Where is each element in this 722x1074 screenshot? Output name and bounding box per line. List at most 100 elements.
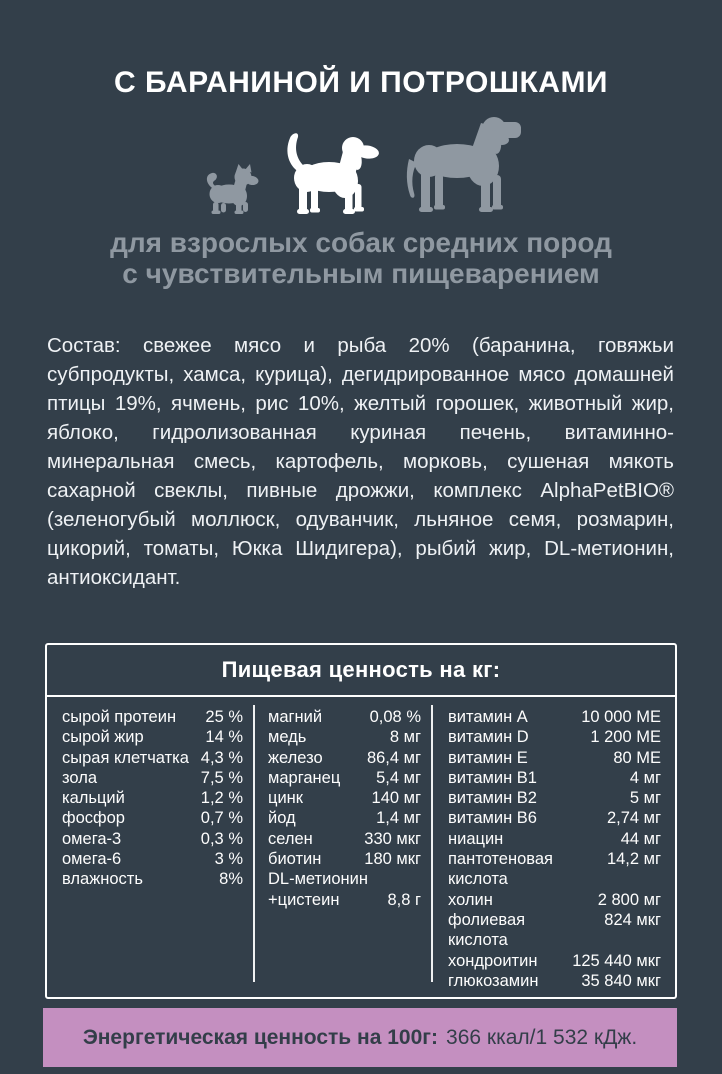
nutrient-row: цинк 140 мг [268,788,421,808]
large-dog-icon [406,117,521,212]
subtitle-line-1: для взрослых собак средних пород [110,227,612,258]
nutrient-value: 5,4 мг [376,768,421,787]
subtitle-line-2: с чувствительным пищеварением [122,258,600,289]
nutrient-value: 8 мг [389,728,421,747]
nutrient-row: биотин 180 мкг [268,849,421,869]
nutrient-label: витамин E [448,748,528,767]
nutrient-row: DL-метионин [268,869,421,889]
nutrient-label: фосфор [62,809,125,828]
dog-size-icons [0,113,722,215]
nutrient-value: 3 % [214,850,243,869]
nutrient-row: селен 330 мкг [268,829,421,849]
nutrient-value: 0,7 % [200,809,243,828]
nutrient-label: железо [268,748,323,767]
nutrient-value: 7,5 % [200,768,243,787]
nutrient-label: медь [268,728,307,747]
nutrient-row: пантотеновая 14,2 мг [448,849,661,869]
nutrient-row: витамин B2 5 мг [448,788,661,808]
nutrient-label: холин [448,890,493,909]
nutrient-value: 140 мг [371,789,421,808]
nutrient-label: биотин [268,850,322,869]
nutrient-row: влажность 8% [62,869,243,889]
nutrient-label: сырой жир [62,728,144,747]
nutrient-label: влажность [62,870,143,889]
nutrient-row: +цистеин 8,8 г [268,890,421,910]
nutrient-label: омега-6 [62,850,122,869]
nutrient-label: хондроитин [448,951,538,970]
nutrient-row: сырой протеин 25 % [62,707,243,727]
nutrient-row: глюкозамин 35 840 мкг [448,971,661,991]
nutrient-label: кальций [62,789,125,808]
nutrient-value: 86,4 мг [366,748,421,767]
nutrient-row: ниацин 44 мг [448,829,661,849]
nutrient-row: кальций 1,2 % [62,788,243,808]
nutrient-value: 4,3 % [200,748,243,767]
nutrient-value: 5 мг [629,789,661,808]
nutrient-value: 330 мкг [364,829,421,848]
nutrient-row: железо 86,4 мг [268,748,421,768]
nutrient-value: 25 % [205,708,243,726]
nutrient-label: сырой протеин [62,708,177,726]
nutrient-value: 0,08 % [369,708,421,726]
nutrient-label: DL-метионин [268,870,368,889]
nutrient-row: витамин B6 2,74 мг [448,808,661,828]
nutrient-value: 4 мг [629,768,661,787]
product-flavor-title: С БАРАНИНОЙ И ПОТРОШКАМИ [114,66,608,99]
nutrient-label: цинк [268,789,303,808]
nutrient-value: 2,74 мг [606,809,661,828]
nutrient-row: сырая клетчатка 4,3 % [62,748,243,768]
nutrient-label: зола [62,768,97,787]
nutrient-row: медь 8 мг [268,727,421,747]
nutrient-value: 2 800 мг [597,890,661,909]
nutrient-value: 8% [219,870,243,889]
nutrient-label: витамин D [448,728,529,747]
nutrient-row: кислота [448,869,661,889]
nutrient-value: 0,3 % [200,829,243,848]
nutrient-row: сырой жир 14 % [62,727,243,747]
nutrient-row: хондроитин 125 440 мкг [448,951,661,971]
nutrient-value: 125 440 мкг [572,951,661,970]
nutrient-value: 44 мг [620,829,661,848]
nutrient-row: витамин D 1 200 МЕ [448,727,661,747]
energy-value-bar: Энергетическая ценность на 100г: 366 ккал… [43,1008,677,1067]
nutrient-label: глюкозамин [448,971,539,990]
nutrient-label: +цистеин [268,890,340,909]
nutrient-value: 8,8 г [387,890,421,909]
nutrient-value: 10 000 МЕ [581,708,661,726]
nutrient-row: йод 1,4 мг [268,808,421,828]
nutrient-row: зола 7,5 % [62,768,243,788]
nutrition-facts-box: Пищевая ценность на кг: сырой протеин 25 … [45,643,677,999]
nutrient-value: 14 % [205,728,243,747]
nutrient-label: омега-3 [62,829,122,848]
nutrient-label: витамин B1 [448,768,537,787]
nutrient-label: кислота [448,931,508,950]
nutrient-row: фосфор 0,7 % [62,808,243,828]
nutrient-row: витамин A 10 000 МЕ [448,707,661,727]
nutrient-row: витамин E 80 МЕ [448,748,661,768]
nutrition-column-analysis: сырой протеин 25 % сырой жир 14 % сырая клет… [47,705,255,982]
nutrient-value: 80 МЕ [613,748,661,767]
nutrient-value: 1 200 МЕ [590,728,661,747]
nutrient-row: витамин B1 4 мг [448,768,661,788]
nutrient-label: йод [268,809,296,828]
nutrient-row: магний 0,08 % [268,707,421,727]
composition-text: Состав: свежее мясо и рыба 20% (баранина… [47,334,674,589]
nutrient-value: 180 мкг [364,850,421,869]
nutrient-value: 14,2 мг [606,850,661,869]
product-subtitle: для взрослых собак средних пород с чувст… [0,227,722,289]
nutrient-label: кислота [448,870,508,889]
nutrient-value: 1,2 % [200,789,243,808]
nutrient-value: 824 мкг [604,910,661,929]
nutrient-label: витамин B2 [448,789,537,808]
nutrient-value: 1,4 мг [376,809,421,828]
nutrient-value: 35 840 мкг [581,971,661,990]
nutrient-label: сырая клетчатка [62,748,189,767]
nutrition-columns: сырой протеин 25 % сырой жир 14 % сырая клет… [47,697,675,995]
medium-dog-icon [286,133,379,214]
nutrient-label: витамин B6 [448,809,537,828]
nutrient-label: магний [268,708,323,726]
nutrient-label: ниацин [448,829,504,848]
nutrient-row: кислота [448,930,661,950]
